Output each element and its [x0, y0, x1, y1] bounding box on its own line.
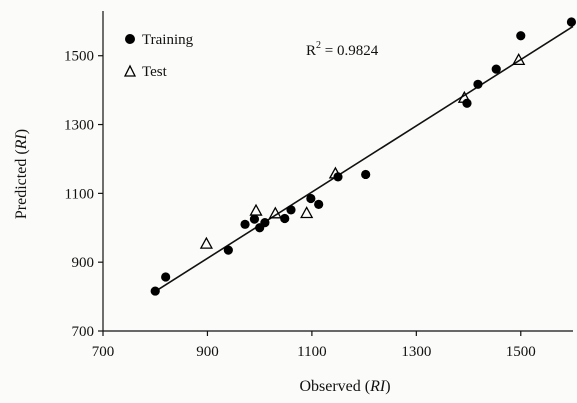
x-tick-label: 1500: [506, 344, 536, 360]
r-squared-annotation: R2 = 0.9824: [306, 40, 379, 59]
training-point: [280, 213, 290, 224]
legend-training-marker: [125, 34, 135, 44]
training-point: [240, 219, 250, 229]
test-point: [249, 203, 263, 216]
x-tick-label: 700: [92, 344, 115, 360]
training-point: [223, 245, 233, 255]
x-tick-label: 1100: [297, 344, 326, 360]
regression-line: [154, 25, 574, 293]
test-point: [300, 206, 314, 219]
training-point: [150, 286, 160, 296]
test-point: [457, 90, 471, 103]
data-markers: [150, 17, 577, 296]
legend-test-marker: [123, 64, 137, 77]
training-point: [260, 218, 270, 228]
training-point: [516, 31, 526, 41]
training-point: [333, 172, 343, 182]
training-point: [473, 79, 483, 89]
y-tick-label: 1500: [64, 49, 94, 65]
training-point: [306, 193, 316, 204]
legend-test-label: Test: [142, 64, 168, 80]
x-tick-label: 900: [196, 344, 219, 360]
training-point: [491, 64, 501, 74]
training-point: [361, 169, 371, 180]
test-point: [328, 166, 342, 179]
y-tick-label: 1300: [64, 118, 94, 134]
test-point: [268, 206, 282, 219]
y-tick-label: 700: [72, 324, 95, 340]
x-tick-label: 1300: [401, 344, 431, 360]
x-tick-group: 700 900 1100 1300 1500: [92, 331, 536, 360]
training-point: [314, 199, 324, 209]
x-axis-title: Observed (RI): [299, 378, 390, 395]
test-point: [512, 53, 526, 66]
axes: 700 900 1100 1300 1500 700 900 1100 1300 1500: [64, 11, 573, 360]
y-tick-group: 700 900 1100 1300 1500: [64, 49, 103, 340]
training-point: [566, 17, 577, 27]
y-tick-label: 1100: [65, 186, 94, 202]
training-point: [286, 205, 296, 215]
training-point: [161, 272, 171, 282]
test-point: [199, 236, 213, 249]
y-tick-label: 900: [72, 255, 95, 271]
y-axis-title: Predicted (RI): [13, 129, 30, 219]
legend: Training Test: [123, 32, 194, 80]
training-point: [249, 214, 260, 224]
legend-training-label: Training: [142, 32, 194, 48]
training-point: [462, 98, 472, 108]
